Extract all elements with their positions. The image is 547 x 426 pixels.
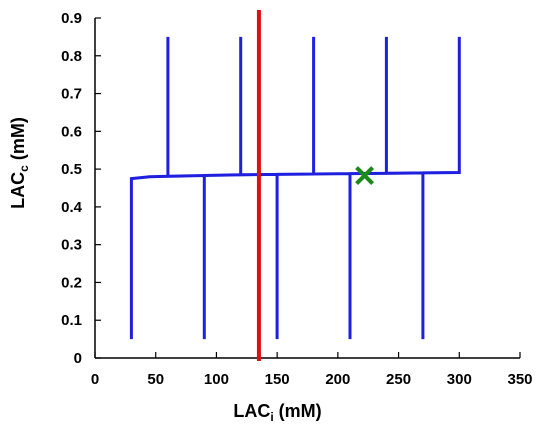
x-tick-label: 100 xyxy=(204,371,229,388)
y-tick-label: 0.6 xyxy=(61,123,82,140)
x-axis-label-main: LAC xyxy=(233,401,270,421)
axes: 0 50 100 150 200 250 300 350 0 0.1 0.2 0.3 0.4 0.5 0.6… xyxy=(61,10,532,388)
x-marker xyxy=(355,166,374,185)
y-tick-label: 0.4 xyxy=(61,199,83,216)
y-tick-label: 0.7 xyxy=(61,86,82,103)
y-axis-label-unit: (mM) xyxy=(8,117,28,165)
series-line xyxy=(129,36,461,340)
y-tick-label: 0.9 xyxy=(61,10,82,27)
y-tick-label: 0.2 xyxy=(61,274,82,291)
x-tick-label: 250 xyxy=(386,371,411,388)
y-axis-label: LACc (mM) xyxy=(8,117,31,209)
y-tick-label: 0.5 xyxy=(61,161,82,178)
x-axis-label: LACi (mM) xyxy=(233,401,321,424)
x-tick-label: 0 xyxy=(91,371,99,388)
x-axis-label-unit: (mM) xyxy=(274,401,322,421)
x-tick-label: 200 xyxy=(325,371,350,388)
y-tick-label: 0 xyxy=(74,350,82,367)
y-axis-label-main: LAC xyxy=(8,172,28,209)
x-tick-label: 300 xyxy=(447,371,472,388)
x-tick-label: 350 xyxy=(507,371,532,388)
y-axis-label-sub: c xyxy=(17,165,31,172)
series-layer xyxy=(129,36,461,340)
x-tick-label: 150 xyxy=(265,371,290,388)
x-tick-label: 50 xyxy=(147,371,164,388)
y-tick-label: 0.8 xyxy=(61,48,82,65)
x-marker-stroke xyxy=(355,166,374,185)
overlay-layer xyxy=(256,10,374,361)
y-tick-label: 0.1 xyxy=(61,312,82,329)
y-tick-label: 0.3 xyxy=(61,237,82,254)
x-axis-label-sub: i xyxy=(270,410,273,424)
